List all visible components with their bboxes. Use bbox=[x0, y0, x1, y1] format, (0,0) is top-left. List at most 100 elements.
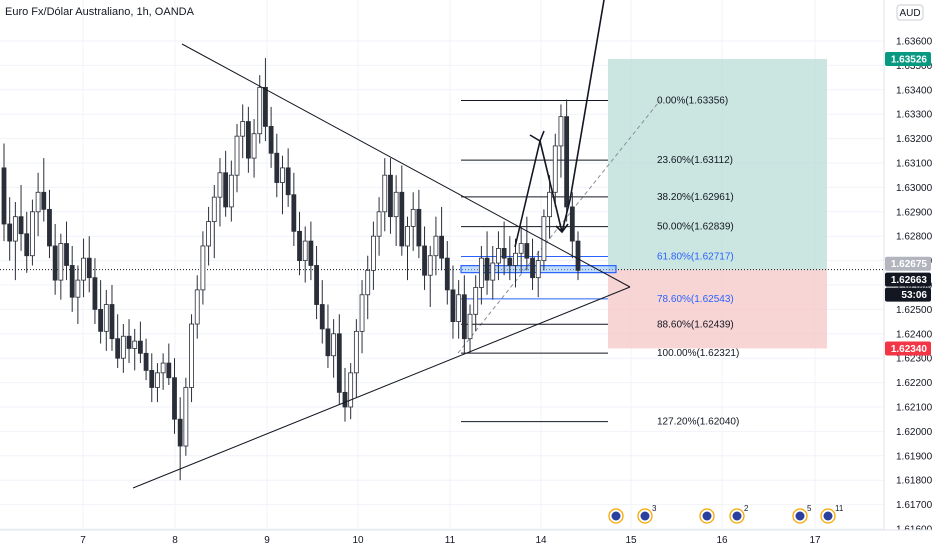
candle-body bbox=[160, 362, 166, 374]
flag-icon bbox=[611, 511, 621, 521]
candle-body bbox=[143, 352, 149, 371]
candle-body bbox=[52, 245, 58, 281]
candle-body bbox=[223, 172, 229, 208]
candle-body bbox=[200, 245, 206, 291]
price-badges: 1.63526 1.62675 1.62663 53:06 1.62340 bbox=[885, 52, 931, 356]
price-badge bbox=[885, 272, 931, 287]
price-tick-label: 1.61700 bbox=[896, 500, 932, 511]
candle-body bbox=[189, 323, 194, 388]
flag-icon bbox=[702, 511, 712, 521]
candle-body bbox=[217, 172, 223, 198]
candle-body bbox=[30, 211, 35, 257]
trendline-drawings[interactable] bbox=[132, 0, 631, 489]
fib-level-label: 0.00%(1.63356) bbox=[657, 96, 728, 107]
candle-body bbox=[206, 221, 211, 247]
candle-body bbox=[1, 167, 7, 225]
candle-body bbox=[234, 135, 240, 176]
candle-body bbox=[461, 294, 467, 340]
candle-body bbox=[149, 369, 155, 388]
candle-body bbox=[319, 304, 325, 330]
candle-body bbox=[92, 277, 98, 310]
candle-body bbox=[24, 233, 30, 257]
grid-lines bbox=[0, 0, 884, 530]
candle-body bbox=[450, 289, 456, 323]
candle-body bbox=[524, 243, 530, 259]
price-tick-label: 1.63300 bbox=[896, 110, 932, 121]
candle-body bbox=[388, 174, 393, 218]
candle-body bbox=[547, 191, 552, 218]
fib-retracement[interactable]: 0.00%(1.63356) 23.60%(1.63112) 38.20%(1.62… bbox=[461, 96, 739, 428]
candle-body bbox=[365, 269, 371, 296]
fib-level-label: 78.60%(1.62543) bbox=[657, 294, 734, 305]
time-tick-label: 9 bbox=[264, 535, 270, 546]
candle-body bbox=[228, 174, 234, 208]
time-tick-label: 14 bbox=[535, 535, 547, 546]
price-tick-label: 1.62500 bbox=[896, 305, 932, 316]
candle-body bbox=[64, 243, 69, 266]
event-count: 2 bbox=[744, 504, 749, 513]
candle-body bbox=[115, 338, 121, 359]
candle-body bbox=[35, 191, 41, 213]
candle-body bbox=[371, 235, 376, 271]
candle-body bbox=[342, 391, 348, 408]
candle-body bbox=[473, 287, 479, 315]
candle-body bbox=[507, 257, 513, 266]
flag-icon bbox=[640, 511, 650, 521]
price-tick-label: 1.61800 bbox=[896, 476, 932, 487]
time-tick-label: 16 bbox=[716, 535, 728, 546]
fib-level-label: 61.80%(1.62717) bbox=[657, 251, 734, 262]
candle-body bbox=[280, 167, 285, 183]
price-tick-label: 1.62000 bbox=[896, 427, 932, 438]
candle-body bbox=[268, 126, 274, 154]
support-trendline[interactable] bbox=[132, 286, 631, 489]
stop-zone[interactable] bbox=[608, 269, 827, 349]
position-zones bbox=[0, 59, 884, 354]
event-count: 5 bbox=[807, 504, 812, 513]
candle-body bbox=[564, 116, 570, 208]
fib-level-label: 100.00%(1.62321) bbox=[657, 348, 739, 359]
candle-body bbox=[98, 308, 104, 332]
candle-body bbox=[314, 265, 319, 305]
candle-body bbox=[302, 240, 308, 262]
candle-body bbox=[257, 86, 263, 135]
time-axis-panel[interactable] bbox=[0, 530, 932, 550]
candle-body bbox=[444, 257, 450, 291]
event-markers[interactable]: 3 2 5 11 bbox=[608, 504, 844, 524]
price-tick-label: 1.62900 bbox=[896, 207, 932, 218]
currency-button[interactable] bbox=[896, 4, 924, 21]
price-tick-label: 1.62800 bbox=[896, 232, 932, 243]
candle-body bbox=[263, 86, 268, 127]
candle-body bbox=[81, 257, 86, 281]
candle-body bbox=[501, 247, 507, 259]
fib-level-label: 50.00%(1.62839) bbox=[657, 222, 734, 233]
resistance-trendline[interactable] bbox=[181, 43, 631, 288]
candle-body bbox=[245, 121, 251, 159]
price-tick-label: 1.63000 bbox=[896, 183, 932, 194]
chart-title: Euro Fx/Dólar Australiano, 1h, OANDA bbox=[5, 6, 195, 18]
candle-body bbox=[359, 294, 365, 332]
candle-body bbox=[291, 194, 297, 232]
candle-body bbox=[166, 362, 172, 379]
candle-body bbox=[382, 174, 388, 213]
candle-body bbox=[285, 167, 291, 196]
price-tick-label: 1.61900 bbox=[896, 451, 932, 462]
candle-body bbox=[120, 335, 126, 359]
time-tick-label: 15 bbox=[625, 535, 637, 546]
price-badge-label: 53:06 bbox=[901, 290, 927, 301]
candle-body bbox=[478, 257, 484, 288]
price-tick-label: 1.62300 bbox=[896, 354, 932, 365]
target-zone[interactable] bbox=[608, 59, 827, 270]
price-badge bbox=[885, 256, 931, 271]
fib-level-label: 23.60%(1.63112) bbox=[657, 155, 733, 166]
price-tick-label: 1.63400 bbox=[896, 85, 932, 96]
event-count: 11 bbox=[835, 504, 844, 513]
time-axis-ticks: 7 8 9 10 11 14 15 16 17 bbox=[80, 535, 821, 546]
candle-body bbox=[7, 223, 13, 242]
currency-button-label: AUD bbox=[899, 8, 920, 19]
price-tick-label: 1.62200 bbox=[896, 378, 932, 389]
candle-body bbox=[47, 208, 52, 247]
candle-body bbox=[183, 387, 189, 447]
candle-body bbox=[541, 216, 547, 261]
event-count: 3 bbox=[652, 504, 657, 513]
